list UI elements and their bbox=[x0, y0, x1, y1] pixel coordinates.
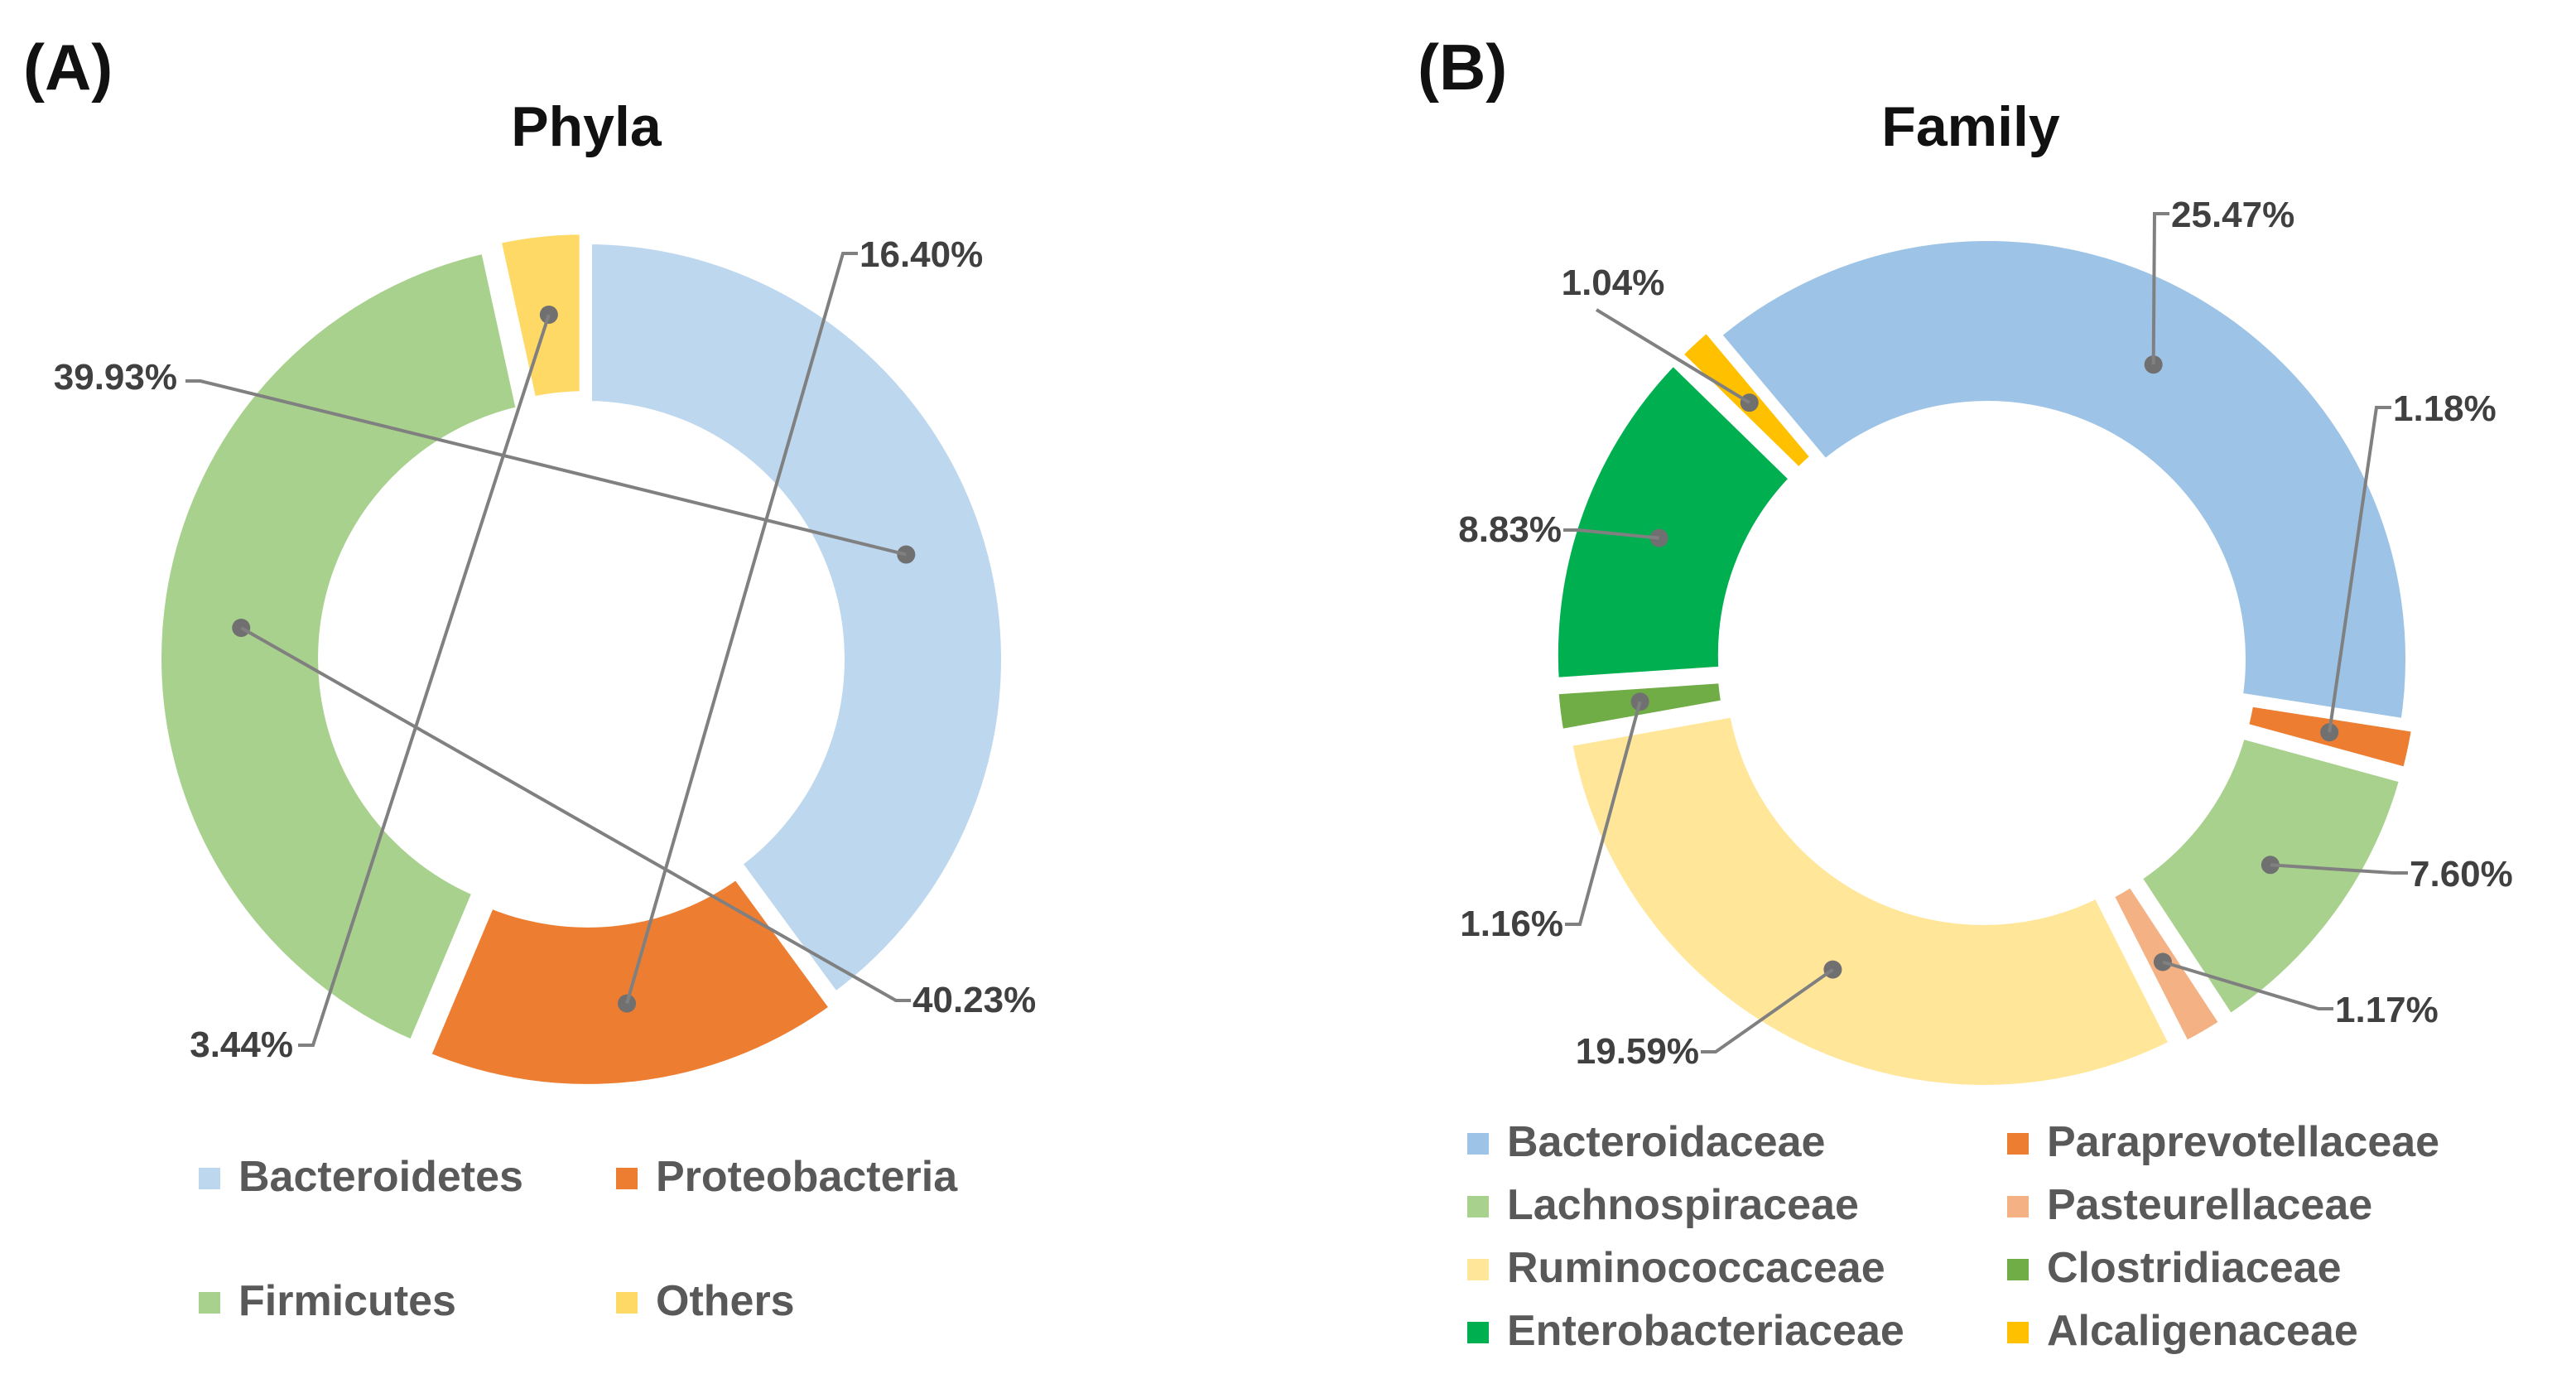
panel-label-a: (A) bbox=[23, 31, 113, 104]
legend-swatch-firmicutes bbox=[199, 1292, 220, 1314]
slice-bacteroidetes bbox=[580, 232, 1013, 1007]
data-label-pasteurellaceae: 1.17% bbox=[2335, 990, 2439, 1030]
legend-swatch-ruminococcaceae bbox=[1467, 1259, 1489, 1280]
chart-phyla: (A) Phyla 39.93% 16.40% 40.23% 3.44% Bacter… bbox=[23, 31, 1036, 1325]
legend-family: Bacteroidaceae Paraprevotellaceae Lachnosp… bbox=[1467, 1118, 2439, 1355]
leader-line-paraprevotellaceae bbox=[2328, 406, 2391, 733]
leader-line-firmicutes bbox=[240, 626, 911, 1002]
legend-label-clostridiaceae: Clostridiaceae bbox=[2047, 1244, 2342, 1292]
leader-line-others bbox=[298, 314, 551, 1047]
leader-line-clostridiaceae bbox=[1565, 701, 1642, 926]
panel-label-b: (B) bbox=[1418, 31, 1507, 104]
legend-label-lachnospiraceae: Lachnospiraceae bbox=[1507, 1181, 1859, 1229]
slice-enterobacteriaceae bbox=[1546, 350, 1804, 690]
leaders-family bbox=[1563, 212, 2408, 1053]
slices-family bbox=[1546, 229, 2424, 1097]
slice-proteobacteria bbox=[416, 865, 845, 1096]
legend-label-ruminococcaceae: Ruminococcaceae bbox=[1507, 1244, 1885, 1292]
leader-line-enterobacteriaceae bbox=[1563, 528, 1659, 540]
labels-family: 25.47% 1.18% 7.60% 1.17% 19.59% 1.16% 8.83% 1.0… bbox=[1458, 195, 2513, 1072]
legend-swatch-proteobacteria bbox=[616, 1168, 638, 1189]
legend-swatch-lachnospiraceae bbox=[1467, 1196, 1489, 1217]
data-label-bacteroidetes: 39.93% bbox=[54, 357, 177, 398]
data-label-clostridiaceae: 1.16% bbox=[1460, 904, 1563, 944]
legend-label-bacteroidetes: Bacteroidetes bbox=[238, 1153, 523, 1201]
legend-label-firmicutes: Firmicutes bbox=[238, 1277, 456, 1325]
leader-line-bacteroidetes bbox=[185, 379, 907, 557]
leaders-phyla bbox=[185, 252, 916, 1047]
data-label-ruminococcaceae: 19.59% bbox=[1576, 1031, 1699, 1072]
data-label-proteobacteria: 16.40% bbox=[859, 234, 983, 275]
legend-swatch-enterobacteriaceae bbox=[1467, 1322, 1489, 1343]
legend-swatch-clostridiaceae bbox=[2007, 1259, 2029, 1280]
data-label-firmicutes: 40.23% bbox=[912, 980, 1036, 1020]
legend-swatch-others bbox=[616, 1292, 638, 1314]
legend-swatch-paraprevotellaceae bbox=[2007, 1133, 2029, 1155]
chart-title-phyla: Phyla bbox=[511, 95, 662, 158]
slice-ruminococcaceae bbox=[1559, 704, 2184, 1097]
chart-title-family: Family bbox=[1881, 95, 2060, 158]
legend-label-enterobacteriaceae: Enterobacteriaceae bbox=[1507, 1307, 1904, 1355]
leader-line-alcaligenaceae bbox=[1595, 308, 1750, 404]
data-label-alcaligenaceae: 1.04% bbox=[1562, 263, 1665, 303]
data-label-enterobacteriaceae: 8.83% bbox=[1458, 509, 1562, 550]
legend-label-bacteroidaceae: Bacteroidaceae bbox=[1507, 1118, 1825, 1166]
legend-swatch-bacteroidetes bbox=[199, 1168, 220, 1189]
legend-label-proteobacteria: Proteobacteria bbox=[656, 1153, 958, 1201]
legend-swatch-alcaligenaceae bbox=[2007, 1322, 2029, 1343]
slice-bacteroidaceae bbox=[1707, 229, 2417, 731]
data-label-others: 3.44% bbox=[190, 1024, 293, 1065]
legend-label-paraprevotellaceae: Paraprevotellaceae bbox=[2047, 1118, 2439, 1166]
legend-label-pasteurellaceae: Pasteurellaceae bbox=[2047, 1181, 2372, 1229]
chart-family: (B) Family 25.47% 1.18% 7.60% 1.17% 19.59% 1.… bbox=[1418, 31, 2513, 1355]
legend-label-alcaligenaceae: Alcaligenaceae bbox=[2047, 1307, 2358, 1355]
leader-line-ruminococcaceae bbox=[1701, 967, 1834, 1053]
labels-phyla: 39.93% 16.40% 40.23% 3.44% bbox=[54, 234, 1036, 1065]
leader-line-pasteurellaceae bbox=[2162, 960, 2333, 1010]
data-label-paraprevotellaceae: 1.18% bbox=[2393, 388, 2497, 429]
legend-phyla: Bacteroidetes Proteobacteria Firmicutes Oth… bbox=[199, 1153, 958, 1325]
slice-firmicutes bbox=[150, 240, 529, 1054]
leader-line-proteobacteria bbox=[625, 252, 858, 1005]
legend-label-others: Others bbox=[656, 1277, 795, 1325]
data-label-lachnospiraceae: 7.60% bbox=[2410, 854, 2513, 894]
leader-line-lachnospiraceae bbox=[2270, 863, 2408, 875]
slices-phyla bbox=[150, 223, 1013, 1096]
legend-swatch-bacteroidaceae bbox=[1467, 1133, 1489, 1155]
legend-swatch-pasteurellaceae bbox=[2007, 1196, 2029, 1217]
leader-line-bacteroidaceae bbox=[2151, 212, 2169, 365]
data-label-bacteroidaceae: 25.47% bbox=[2171, 195, 2294, 235]
